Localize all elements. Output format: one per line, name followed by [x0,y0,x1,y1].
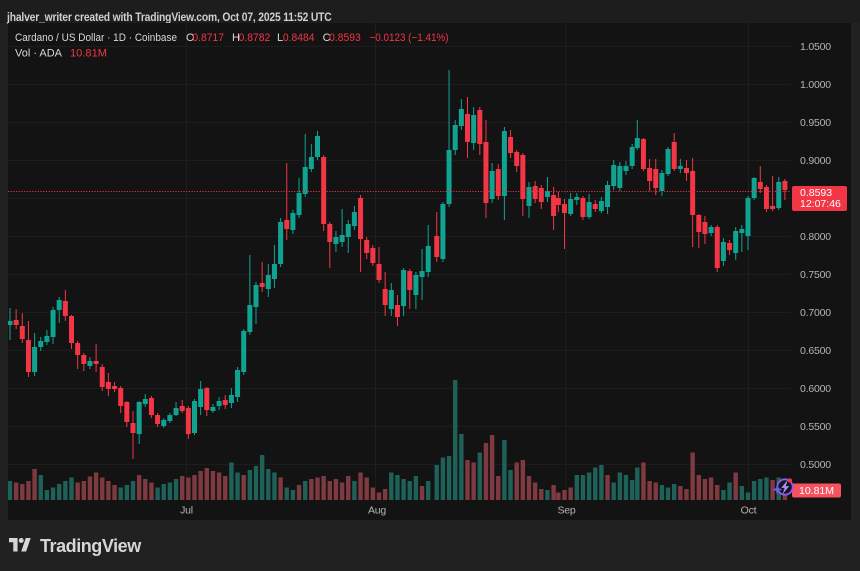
svg-text:0.6000: 0.6000 [800,383,831,395]
svg-text:0.8593: 0.8593 [329,32,361,44]
svg-text:0.8484: 0.8484 [283,32,315,44]
svg-text:1.0500: 1.0500 [800,41,831,53]
svg-text:0.9000: 0.9000 [800,155,831,167]
svg-text:10.81M: 10.81M [70,48,107,60]
svg-text:L: L [277,32,283,44]
svg-text:0.7000: 0.7000 [800,307,831,319]
svg-text:O: O [186,32,195,44]
svg-text:Cardano / US Dollar · 1D · Coi: Cardano / US Dollar · 1D · Coinbase [15,32,177,44]
svg-text:10.81M: 10.81M [799,485,834,497]
svg-text:C: C [323,32,331,44]
svg-text:0.8593: 0.8593 [800,187,832,199]
svg-text:Vol · ADA: Vol · ADA [15,48,63,60]
svg-text:0.9500: 0.9500 [800,117,831,129]
svg-text:0.6500: 0.6500 [800,345,831,357]
svg-text:12:07:46: 12:07:46 [800,198,841,210]
svg-text:0.5000: 0.5000 [800,459,831,471]
svg-text:0.7500: 0.7500 [800,269,831,281]
svg-text:Oct: Oct [741,505,757,517]
svg-text:0.8782: 0.8782 [239,32,271,44]
svg-text:−0.0123 (−1.41%): −0.0123 (−1.41%) [370,32,449,44]
svg-text:1.0000: 1.0000 [800,79,831,91]
svg-text:0.8717: 0.8717 [192,32,224,44]
svg-text:Sep: Sep [557,505,575,517]
svg-text:Jul: Jul [180,505,193,517]
svg-text:0.5500: 0.5500 [800,421,831,433]
svg-text:H: H [232,32,240,44]
svg-text:0.8000: 0.8000 [800,231,831,243]
svg-text:Aug: Aug [368,505,386,517]
